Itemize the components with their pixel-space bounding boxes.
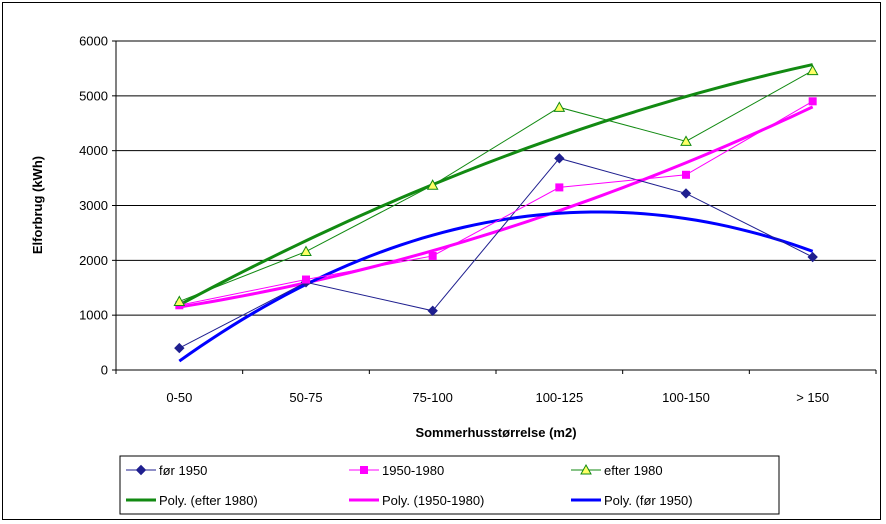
legend-label: Poly. (før 1950) bbox=[604, 493, 693, 508]
legend-label: efter 1980 bbox=[604, 463, 663, 478]
legend-marker bbox=[580, 463, 592, 475]
y-tick-label: 3000 bbox=[79, 198, 108, 213]
legend: før 1950 1950-1980 efter 1980 Poly. (efter … bbox=[119, 455, 780, 515]
y-tick-label: 6000 bbox=[79, 34, 108, 49]
legend-marker bbox=[360, 466, 368, 474]
legend-label: før 1950 bbox=[159, 463, 207, 478]
series-line bbox=[179, 157, 813, 349]
legend-marker bbox=[135, 464, 147, 476]
legend-label: Poly. (efter 1980) bbox=[159, 493, 258, 508]
data-series bbox=[173, 64, 819, 354]
series-efter-1980 bbox=[173, 64, 819, 306]
data-point bbox=[300, 245, 312, 257]
data-point bbox=[555, 183, 564, 192]
data-point bbox=[426, 179, 439, 190]
y-tick-label: 1000 bbox=[79, 308, 108, 323]
data-point bbox=[806, 64, 819, 76]
data-point bbox=[302, 275, 310, 284]
y-axis-ticks: 0 1000 2000 3000 4000 5000 6000 bbox=[79, 34, 116, 378]
series-line bbox=[179, 100, 813, 306]
data-point bbox=[553, 101, 566, 112]
x-tick-label: 100-125 bbox=[535, 390, 583, 405]
y-axis-title: Elforbrug (kWh) bbox=[30, 156, 45, 254]
x-tick-label: > 150 bbox=[796, 390, 829, 405]
trendline-poly-foer-1950 bbox=[178, 210, 814, 363]
data-point bbox=[807, 251, 818, 263]
y-tick-label: 4000 bbox=[79, 143, 108, 158]
legend-box bbox=[119, 455, 780, 515]
trendline-poly-efter-1980 bbox=[178, 63, 813, 307]
data-point bbox=[680, 135, 692, 146]
legend-label: 1950-1980 bbox=[382, 463, 444, 478]
legend-label: Poly. (1950-1980) bbox=[382, 493, 484, 508]
series-line bbox=[179, 70, 813, 302]
grid bbox=[116, 40, 876, 316]
data-point bbox=[680, 188, 692, 199]
x-tick-label: 100-150 bbox=[662, 390, 710, 405]
trendline-poly-1950-1980 bbox=[179, 105, 814, 309]
x-axis-title: Sommerhusstørrelse (m2) bbox=[415, 425, 576, 440]
y-tick-label: 0 bbox=[101, 363, 108, 378]
data-point bbox=[682, 170, 690, 179]
x-axis-ticks: 0-50 50-75 75-100 100-125 100-150 > 150 bbox=[115, 370, 877, 405]
data-point bbox=[174, 342, 185, 354]
data-point bbox=[808, 97, 817, 106]
data-point bbox=[428, 251, 437, 260]
y-tick-label: 5000 bbox=[79, 88, 108, 103]
series-foer-1950 bbox=[174, 153, 818, 354]
x-tick-label: 50-75 bbox=[289, 390, 322, 405]
data-point bbox=[554, 153, 565, 164]
data-point bbox=[427, 305, 438, 316]
x-tick-label: 0-50 bbox=[166, 390, 192, 405]
trendlines bbox=[178, 63, 814, 363]
x-tick-label: 75-100 bbox=[412, 390, 452, 405]
y-tick-label: 2000 bbox=[79, 253, 108, 268]
data-point bbox=[173, 295, 186, 306]
